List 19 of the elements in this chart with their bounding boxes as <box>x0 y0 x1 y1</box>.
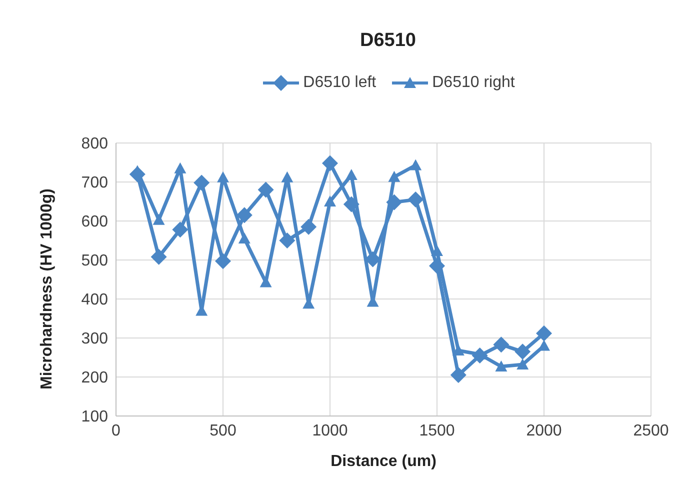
y-tick-label: 300 <box>81 330 108 348</box>
x-tick-label: 500 <box>210 422 236 440</box>
legend-label: D6510 right <box>432 74 515 92</box>
y-tick-label: 200 <box>81 370 108 387</box>
y-tick-label: 100 <box>81 408 108 426</box>
x-tick-label: 0 <box>112 422 121 440</box>
y-tick-label: 600 <box>81 214 108 231</box>
chart-title: D6510 <box>359 30 417 52</box>
y-axis-title: Microhardness (HV 1000g) <box>38 188 56 390</box>
x-tick-label: 1500 <box>419 422 455 440</box>
y-tick-label: 700 <box>81 174 108 192</box>
y-tick-label: 800 <box>81 136 108 153</box>
y-tick-label: 400 <box>81 292 108 309</box>
legend-label: D6510 left <box>303 74 376 92</box>
y-tick-label: 500 <box>81 252 108 270</box>
x-tick-label: 2500 <box>633 422 669 440</box>
x-tick-label: 2000 <box>526 422 562 440</box>
x-tick-label: 1000 <box>312 422 348 440</box>
x-axis-title: Distance (um) <box>330 453 436 470</box>
